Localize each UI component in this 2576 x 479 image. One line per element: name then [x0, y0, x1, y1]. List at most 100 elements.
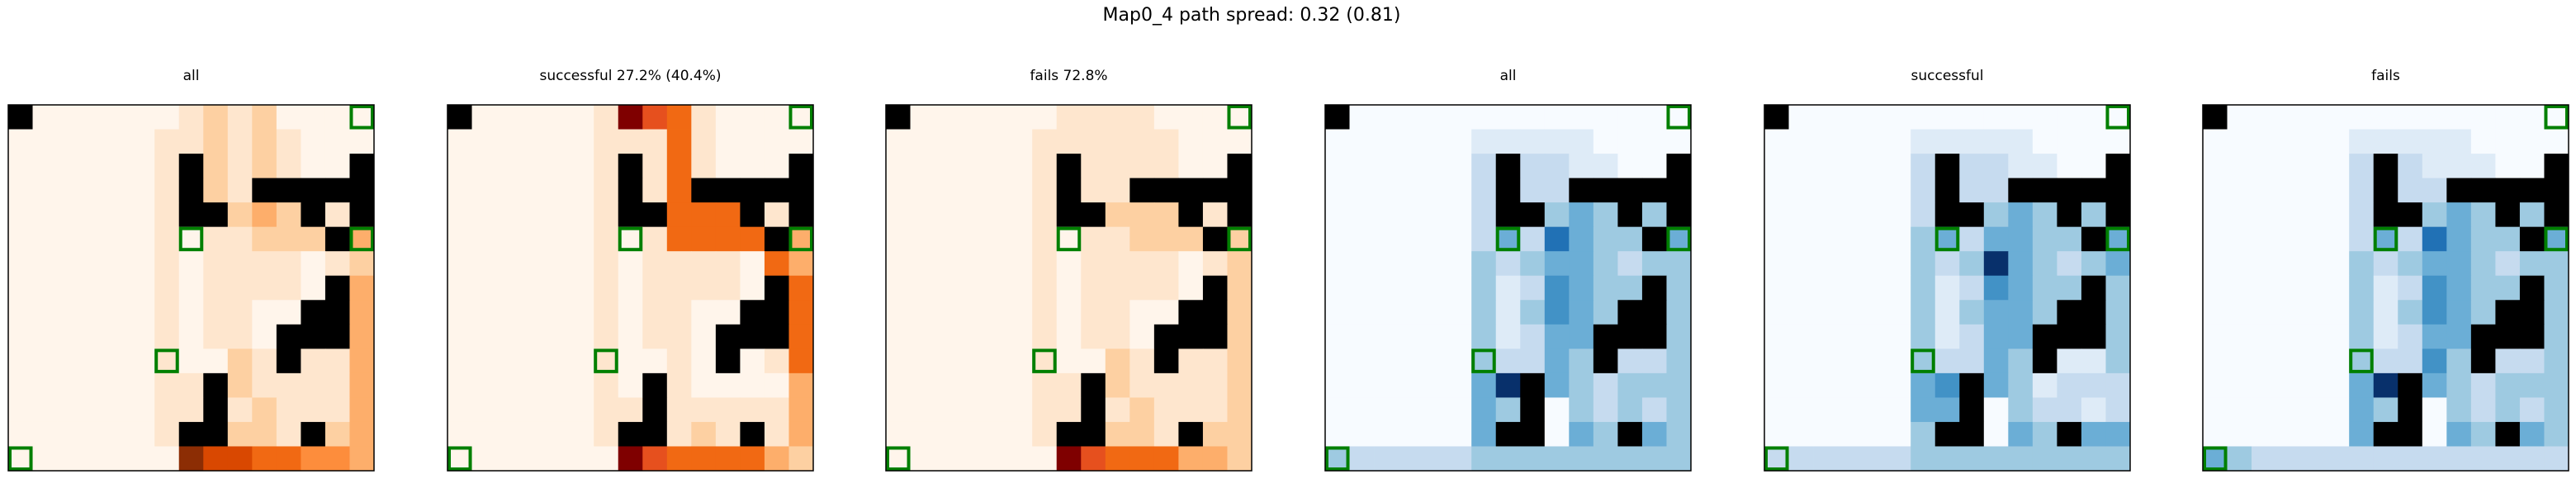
heatmap-cell — [1813, 300, 1838, 325]
heatmap-cell — [1349, 178, 1375, 203]
heatmap-cell — [2008, 324, 2034, 349]
heatmap-cell — [666, 154, 692, 178]
heatmap-cell — [1934, 251, 1960, 277]
heatmap-cell — [130, 105, 155, 130]
heatmap-cell — [740, 129, 765, 154]
heatmap-cell — [1471, 300, 1497, 325]
heatmap-cell — [910, 154, 935, 178]
heatmap-cell — [2470, 300, 2496, 325]
wall-cell — [1178, 300, 1204, 325]
heatmap-cell — [1641, 202, 1667, 228]
heatmap-cell — [910, 349, 935, 374]
heatmap-cell — [1788, 129, 1814, 154]
heatmap-cell — [1617, 154, 1643, 178]
heatmap-cell — [1398, 105, 1423, 130]
wall-cell — [642, 397, 668, 423]
heatmap-cell — [1325, 397, 1350, 423]
heatmap-cell — [618, 349, 643, 374]
heatmap-cell — [324, 251, 350, 277]
heatmap-cell — [520, 105, 546, 130]
heatmap-cell — [1227, 397, 1252, 423]
heatmap-cell — [1520, 324, 1546, 349]
heatmap-cell — [2470, 421, 2496, 447]
heatmap-cell — [2519, 421, 2545, 447]
heatmap-cell — [1983, 300, 2009, 325]
heatmap-cell — [1837, 446, 1863, 472]
heatmap-cell — [8, 372, 33, 398]
heatmap-cell — [349, 105, 375, 130]
panel-title: fails 72.8% — [1030, 68, 1107, 84]
heatmap-cell — [983, 372, 1009, 398]
heatmap-cell — [788, 397, 814, 423]
heatmap-cell — [1007, 202, 1033, 228]
heatmap-cell — [983, 105, 1009, 130]
heatmap-cell — [1447, 251, 1472, 277]
heatmap-cell — [1471, 275, 1497, 301]
heatmap-cell — [1056, 105, 1082, 130]
heatmap-cell — [910, 397, 935, 423]
heatmap-cell — [8, 226, 33, 252]
heatmap-cell — [2032, 202, 2057, 228]
heatmap-cell — [1105, 397, 1130, 423]
wall-cell — [1056, 154, 1082, 178]
wall-cell — [349, 178, 375, 203]
heatmap-cell — [886, 300, 911, 325]
wall-cell — [1081, 202, 1106, 228]
heatmap-cell — [227, 421, 253, 447]
wall-cell — [2105, 178, 2131, 203]
heatmap-cell — [471, 446, 497, 472]
heatmap-cell — [788, 226, 814, 252]
heatmap-cell — [1349, 226, 1375, 252]
target-marker — [2105, 226, 2130, 252]
heatmap-cell — [154, 178, 180, 203]
heatmap-cell — [959, 372, 984, 398]
panel-title: all — [1500, 68, 1517, 84]
wall-cell — [788, 154, 814, 178]
heatmap-cell — [1374, 154, 1399, 178]
heatmap-cell — [276, 397, 301, 423]
heatmap-cell — [447, 397, 472, 423]
heatmap-cell — [2349, 105, 2375, 130]
heatmap-cell — [691, 226, 717, 252]
heatmap-cell — [106, 324, 131, 349]
heatmap-cell — [520, 349, 546, 374]
wall-cell — [642, 421, 668, 447]
heatmap-cell — [1813, 446, 1838, 472]
heatmap-cell — [2324, 372, 2350, 398]
heatmap-cell — [1153, 154, 1179, 178]
heatmap-cell — [1447, 105, 1472, 130]
wall-cell — [2470, 324, 2496, 349]
wall-cell — [1641, 275, 1667, 301]
heatmap-cell — [2227, 324, 2252, 349]
heatmap-cell — [1153, 275, 1179, 301]
heatmap-cell — [1153, 129, 1179, 154]
heatmap-cell — [2300, 202, 2326, 228]
heatmap-cell — [1569, 372, 1594, 398]
heatmap-cell — [8, 178, 33, 203]
heatmap-cell — [1813, 226, 1838, 252]
heatmap-cell — [1764, 372, 1789, 398]
heatmap-cell — [1764, 154, 1789, 178]
heatmap-cell — [1056, 397, 1082, 423]
heatmap-cell — [1153, 421, 1179, 447]
heatmap-cell — [1056, 324, 1082, 349]
wall-cell — [2398, 372, 2423, 398]
heatmap-cell — [2105, 251, 2131, 277]
heatmap-cell — [1886, 154, 1911, 178]
heatmap-cell — [2349, 421, 2375, 447]
heatmap-cell — [1569, 105, 1594, 130]
heatmap-cell — [227, 105, 253, 130]
heatmap-cell — [569, 251, 594, 277]
heatmap-cell — [2446, 129, 2472, 154]
heatmap-cell — [1423, 275, 1448, 301]
heatmap-cell — [1666, 105, 1692, 130]
heatmap-cell — [2032, 226, 2057, 252]
heatmap-cell — [1666, 372, 1692, 398]
wall-cell — [788, 202, 814, 228]
heatmap-cell — [1178, 372, 1204, 398]
heatmap-cell — [1056, 129, 1082, 154]
heatmap-cell — [691, 421, 717, 447]
heatmap-cell — [569, 300, 594, 325]
heatmap-cell — [569, 372, 594, 398]
heatmap-cell — [520, 178, 546, 203]
